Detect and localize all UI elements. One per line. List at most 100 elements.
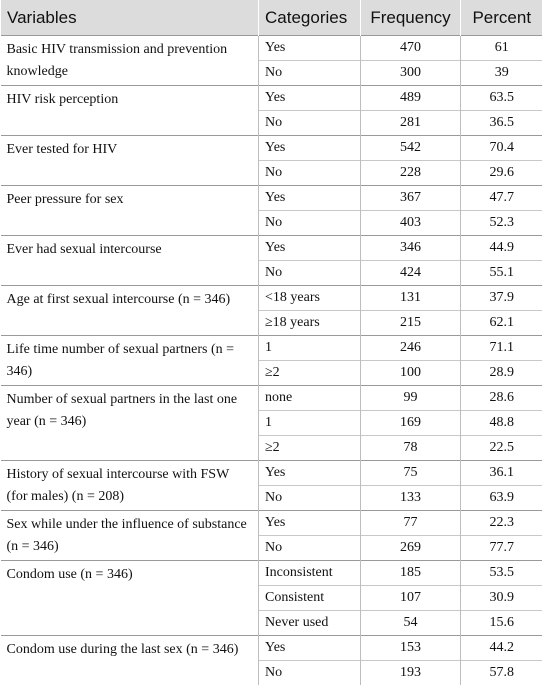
percent-cell: 28.9 [460, 360, 542, 386]
category-cell: 1 [258, 410, 361, 436]
category-cell: Inconsistent [258, 560, 361, 586]
category-cell: Yes [258, 510, 361, 536]
percent-cell: 77.7 [460, 535, 542, 561]
frequency-cell: 54 [360, 610, 461, 636]
table-row: Condom use (n = 346) Inconsistent 185 53.5 [0, 560, 542, 636]
percent-cell: 44.9 [460, 235, 542, 261]
header-cell: Frequency [360, 0, 461, 36]
table-row: 1 169 48.8 [1, 410, 542, 436]
category-cell: Yes [258, 635, 361, 661]
category-cell: ≥18 years [258, 310, 361, 336]
frequency-cell: 281 [360, 110, 461, 136]
frequency-cell: 133 [360, 485, 461, 511]
table-row: Life time number of sexual partners (n =… [0, 335, 542, 386]
percent-cell: 15.6 [460, 610, 542, 636]
variable-cell: Basic HIV transmission and prevention kn… [0, 35, 259, 86]
category-cell: 1 [258, 335, 361, 361]
category-cell: Yes [258, 185, 361, 211]
percent-cell: 22.5 [460, 435, 542, 461]
category-cell: Yes [258, 235, 361, 261]
frequency-cell: 107 [360, 585, 461, 611]
frequency-cell: 100 [360, 360, 461, 386]
frequency-cell: 99 [360, 385, 461, 411]
table-row: No 281 36.5 [1, 110, 542, 136]
table-row: Basic HIV transmission and prevention kn… [0, 35, 542, 86]
category-cell: Yes [258, 135, 361, 161]
table-row: Ever tested for HIV Yes 542 70.4 [0, 135, 542, 186]
table-row: No 403 52.3 [1, 210, 542, 236]
percent-cell: 71.1 [460, 335, 542, 361]
category-cell: No [258, 485, 361, 511]
percent-cell: 29.6 [460, 160, 542, 186]
table-row: No 424 55.1 [1, 260, 542, 286]
percent-cell: 22.3 [460, 510, 542, 536]
category-cell: ≥2 [258, 435, 361, 461]
frequency-cell: 193 [360, 660, 461, 685]
category-cell: Consistent [258, 585, 361, 611]
table-row: ≥2 78 22.5 [1, 435, 542, 461]
category-cell: No [258, 60, 361, 86]
category-cell: Yes [258, 460, 361, 486]
category-cell: No [258, 210, 361, 236]
percent-cell: 61 [460, 35, 542, 61]
variable-cell: Age at first sexual intercourse (n = 346… [0, 285, 259, 336]
percent-cell: 36.1 [460, 460, 542, 486]
header-cell: Variables [0, 0, 259, 36]
frequency-cell: 470 [360, 35, 461, 61]
table-row: ≥2 100 28.9 [1, 360, 542, 386]
variable-cell: Sex while under the influence of substan… [0, 510, 259, 561]
table-row: No 228 29.6 [1, 160, 542, 186]
percent-cell: 55.1 [460, 260, 542, 286]
category-cell: Yes [258, 85, 361, 111]
category-cell: Never used [258, 610, 361, 636]
frequency-cell: 542 [360, 135, 461, 161]
frequency-cell: 403 [360, 210, 461, 236]
frequency-cell: 77 [360, 510, 461, 536]
table-row: Peer pressure for sex Yes 367 47.7 [0, 185, 542, 236]
variable-cell: Ever had sexual intercourse [0, 235, 259, 286]
table-row: No 193 57.8 [1, 660, 542, 685]
frequency-cell: 185 [360, 560, 461, 586]
table-row: No 269 77.7 [1, 535, 542, 561]
variable-cell: History of sexual intercourse with FSW (… [0, 460, 259, 511]
percent-cell: 30.9 [460, 585, 542, 611]
category-cell: No [258, 110, 361, 136]
table-row: Number of sexual partners in the last on… [0, 385, 542, 461]
table-row: Condom use during the last sex (n = 346)… [0, 635, 542, 685]
table-row: History of sexual intercourse with FSW (… [0, 460, 542, 511]
percent-cell: 28.6 [460, 385, 542, 411]
table-row: Ever had sexual intercourse Yes 346 44.9 [0, 235, 542, 286]
frequency-cell: 153 [360, 635, 461, 661]
table-row: No 133 63.9 [1, 485, 542, 511]
table-row: HIV risk perception Yes 489 63.5 [0, 85, 542, 136]
frequency-cell: 169 [360, 410, 461, 436]
variable-cell: Condom use during the last sex (n = 346) [0, 635, 259, 685]
category-cell: none [258, 385, 361, 411]
category-cell: No [258, 535, 361, 561]
frequency-cell: 246 [360, 335, 461, 361]
percent-cell: 44.2 [460, 635, 542, 661]
percent-cell: 62.1 [460, 310, 542, 336]
table-row: Age at first sexual intercourse (n = 346… [0, 285, 542, 336]
percent-cell: 39 [460, 60, 542, 86]
category-cell: No [258, 160, 361, 186]
variable-cell: Number of sexual partners in the last on… [0, 385, 259, 461]
percent-cell: 53.5 [460, 560, 542, 586]
table-body: Basic HIV transmission and prevention kn… [0, 35, 542, 685]
percent-cell: 36.5 [460, 110, 542, 136]
frequency-cell: 346 [360, 235, 461, 261]
percent-cell: 57.8 [460, 660, 542, 685]
frequency-cell: 367 [360, 185, 461, 211]
variable-cell: HIV risk perception [0, 85, 259, 136]
frequency-cell: 131 [360, 285, 461, 311]
frequency-cell: 424 [360, 260, 461, 286]
variable-cell: Condom use (n = 346) [0, 560, 259, 636]
percent-cell: 70.4 [460, 135, 542, 161]
table-row: Consistent 107 30.9 [1, 585, 542, 611]
variable-cell: Ever tested for HIV [0, 135, 259, 186]
percent-cell: 63.5 [460, 85, 542, 111]
frequency-cell: 228 [360, 160, 461, 186]
frequency-cell: 269 [360, 535, 461, 561]
